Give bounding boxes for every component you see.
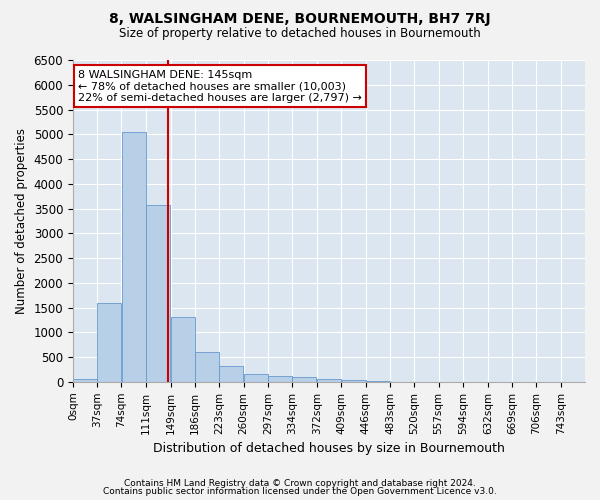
Bar <box>195 352 219 382</box>
X-axis label: Distribution of detached houses by size in Bournemouth: Distribution of detached houses by size … <box>153 442 505 455</box>
Y-axis label: Number of detached properties: Number of detached properties <box>15 128 28 314</box>
Bar <box>341 380 365 382</box>
Bar <box>220 366 244 382</box>
Text: 8 WALSINGHAM DENE: 145sqm
← 78% of detached houses are smaller (10,003)
22% of s: 8 WALSINGHAM DENE: 145sqm ← 78% of detac… <box>78 70 362 103</box>
Bar <box>292 378 316 382</box>
Bar <box>97 302 121 382</box>
Bar <box>73 379 97 382</box>
Bar <box>122 132 146 382</box>
Bar <box>244 374 268 382</box>
Text: Size of property relative to detached houses in Bournemouth: Size of property relative to detached ho… <box>119 28 481 40</box>
Bar <box>317 380 341 382</box>
Bar <box>268 376 292 382</box>
Text: 8, WALSINGHAM DENE, BOURNEMOUTH, BH7 7RJ: 8, WALSINGHAM DENE, BOURNEMOUTH, BH7 7RJ <box>109 12 491 26</box>
Bar <box>171 317 195 382</box>
Text: Contains public sector information licensed under the Open Government Licence v3: Contains public sector information licen… <box>103 487 497 496</box>
Bar <box>146 204 170 382</box>
Text: Contains HM Land Registry data © Crown copyright and database right 2024.: Contains HM Land Registry data © Crown c… <box>124 478 476 488</box>
